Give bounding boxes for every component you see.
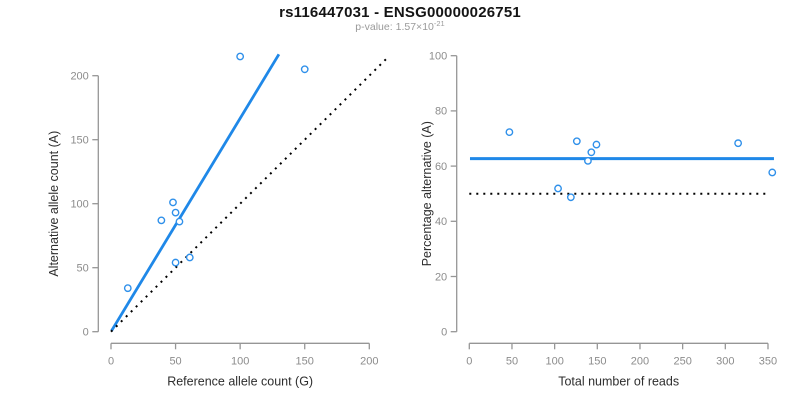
data-point bbox=[123, 284, 132, 293]
x-tick-label: 350 bbox=[759, 356, 777, 368]
x-tick-label: 300 bbox=[716, 356, 734, 368]
data-point bbox=[572, 137, 581, 146]
y-tick-label: 40 bbox=[435, 216, 447, 228]
y-axis-title: Percentage alternative (A) bbox=[420, 121, 434, 266]
data-point bbox=[554, 184, 562, 193]
x-tick-label: 200 bbox=[631, 356, 649, 368]
x-tick-label: 150 bbox=[296, 356, 314, 368]
pvalue-base: 1.57×10 bbox=[395, 21, 434, 33]
pvalue-label: p-value: bbox=[355, 21, 393, 33]
figure-title: rs116447031 - ENSG00000026751 bbox=[279, 4, 521, 21]
y-tick-label: 0 bbox=[83, 327, 89, 339]
right-scatter-plot: 0 50 100 150 200 250 300 350 0 20 40 60 80 100 Total n… bbox=[420, 51, 777, 389]
y-tick-label: 200 bbox=[70, 71, 88, 83]
x-tick-label: 0 bbox=[466, 356, 472, 368]
x-axis-title: Reference allele count (G) bbox=[167, 375, 313, 389]
x-tick-label: 50 bbox=[506, 356, 518, 368]
x-tick-label: 100 bbox=[231, 356, 249, 368]
data-point bbox=[171, 208, 180, 217]
x-tick-label: 150 bbox=[588, 356, 606, 368]
y-tick-label: 80 bbox=[435, 106, 447, 118]
x-tick-label: 100 bbox=[545, 356, 563, 368]
data-point bbox=[734, 139, 743, 148]
y-tick-label: 0 bbox=[441, 327, 447, 339]
y-axis-title: Alternative allele count (A) bbox=[47, 131, 61, 277]
data-point bbox=[157, 216, 166, 225]
data-point bbox=[768, 168, 777, 177]
data-point bbox=[566, 193, 575, 202]
data-point bbox=[175, 217, 184, 226]
y-tick-label: 50 bbox=[77, 263, 89, 275]
x-axis-title: Total number of reads bbox=[558, 375, 679, 389]
data-point bbox=[300, 65, 309, 74]
figure-subtitle: p-value: 1.57×10-21 bbox=[0, 19, 800, 33]
x-tick-label: 50 bbox=[169, 356, 181, 368]
data-point bbox=[171, 258, 180, 267]
data-point bbox=[587, 148, 596, 157]
pvalue-exponent: -21 bbox=[433, 19, 445, 28]
identity-line bbox=[110, 55, 391, 333]
data-point bbox=[236, 52, 245, 61]
y-tick-label: 100 bbox=[429, 51, 447, 63]
data-point bbox=[505, 128, 514, 137]
x-tick-label: 250 bbox=[673, 356, 691, 368]
data-point bbox=[169, 198, 177, 207]
regression-line bbox=[110, 53, 281, 332]
x-tick-label: 0 bbox=[108, 356, 114, 368]
data-point bbox=[584, 156, 592, 165]
left-scatter-plot: 0 50 100 150 200 0 50 100 150 200 Reference allele… bbox=[47, 52, 391, 389]
x-tick-label: 200 bbox=[360, 356, 378, 368]
y-tick-label: 150 bbox=[70, 135, 88, 147]
data-point bbox=[185, 253, 194, 262]
y-tick-label: 100 bbox=[70, 199, 88, 211]
y-tick-label: 60 bbox=[435, 161, 447, 173]
y-tick-label: 20 bbox=[435, 271, 447, 283]
data-point bbox=[592, 140, 601, 149]
